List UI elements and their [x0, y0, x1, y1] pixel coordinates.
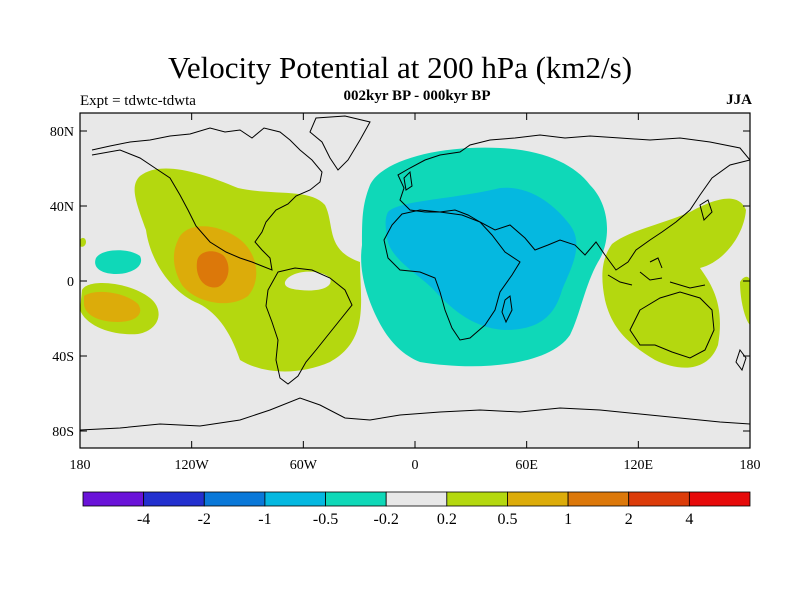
colorbar-swatch [264, 491, 326, 507]
lon-tick-label: 180 [740, 458, 761, 473]
lat-tick-label: 80N [50, 125, 74, 140]
lat-tick-label: 40N [50, 200, 74, 215]
contour-gap-caribbean [284, 271, 331, 291]
coast-north-america [91, 127, 323, 271]
coast-madagascar [501, 295, 513, 324]
colorbar-label: 2 [625, 511, 633, 528]
coast-japan [699, 199, 713, 221]
coast-africa [383, 209, 521, 341]
colorbar-swatch [688, 491, 751, 507]
lon-tick-label: 60W [290, 458, 318, 473]
colorbar-swatch [567, 491, 630, 507]
colorbar-swatch [82, 491, 145, 507]
coast-maritime-continent [607, 257, 706, 289]
lat-tick-label: 40S [52, 350, 74, 365]
coast-australia [629, 291, 715, 359]
colorbar-swatch [385, 491, 448, 507]
colorbar-label: -1 [258, 511, 271, 528]
colorbar-swatch [446, 491, 508, 507]
lat-tick-label: 80S [52, 425, 74, 440]
colorbar: -4 -2 -1 -0.5 -0.2 0.2 0.5 1 2 4 [82, 491, 751, 528]
contour-positive-central-pacific-core [84, 291, 141, 322]
colorbar-swatch [507, 491, 569, 507]
colorbar-label: 4 [685, 511, 693, 528]
contour-max-eastern-pacific [196, 251, 229, 288]
season-label: JJA [726, 92, 752, 108]
lon-tick-label: 120E [624, 458, 654, 473]
coast-new-zealand [735, 348, 747, 372]
coast-british-isles [403, 170, 413, 191]
colorbar-label: -0.5 [313, 511, 338, 528]
lon-tick-label: 120W [175, 458, 210, 473]
colorbar-label: -2 [198, 511, 211, 528]
coast-greenland [309, 115, 371, 171]
chart-title: Velocity Potential at 200 hPa (km2/s) [167, 50, 633, 85]
lon-tick-label: 0 [412, 458, 419, 473]
map-contours [80, 147, 750, 372]
colorbar-label: 0.5 [497, 511, 517, 528]
coast-eurasia [397, 134, 750, 271]
lon-tick-label: 180 [70, 458, 91, 473]
contour-edge-east-dateline [740, 276, 750, 325]
colorbar-label: -4 [137, 511, 150, 528]
lat-tick-label: 0 [67, 275, 74, 290]
contour-negative-africa-core [385, 187, 577, 330]
axis-ticks: 80N 40N 0 40S 80S 180 120W 60W 0 60E 120E 180 [50, 113, 761, 473]
colorbar-label: -0.2 [374, 511, 399, 528]
colorbar-swatch [143, 491, 205, 507]
lon-tick-label: 60E [515, 458, 538, 473]
contour-edge-west-dateline [80, 237, 86, 247]
colorbar-swatch [325, 491, 387, 507]
experiment-label: Expt = tdwtc-tdwta [80, 93, 196, 109]
colorbar-swatch [628, 491, 690, 507]
contour-negative-pacific-small [95, 250, 142, 274]
colorbar-label: 1 [564, 511, 572, 528]
coast-antarctica [80, 397, 750, 431]
colorbar-swatch [203, 491, 266, 507]
coast-south-america [265, 267, 353, 385]
coastlines [80, 115, 750, 431]
colorbar-label: 0.2 [437, 511, 457, 528]
chart-subtitle: 002kyr BP - 000kyr BP [343, 88, 491, 104]
